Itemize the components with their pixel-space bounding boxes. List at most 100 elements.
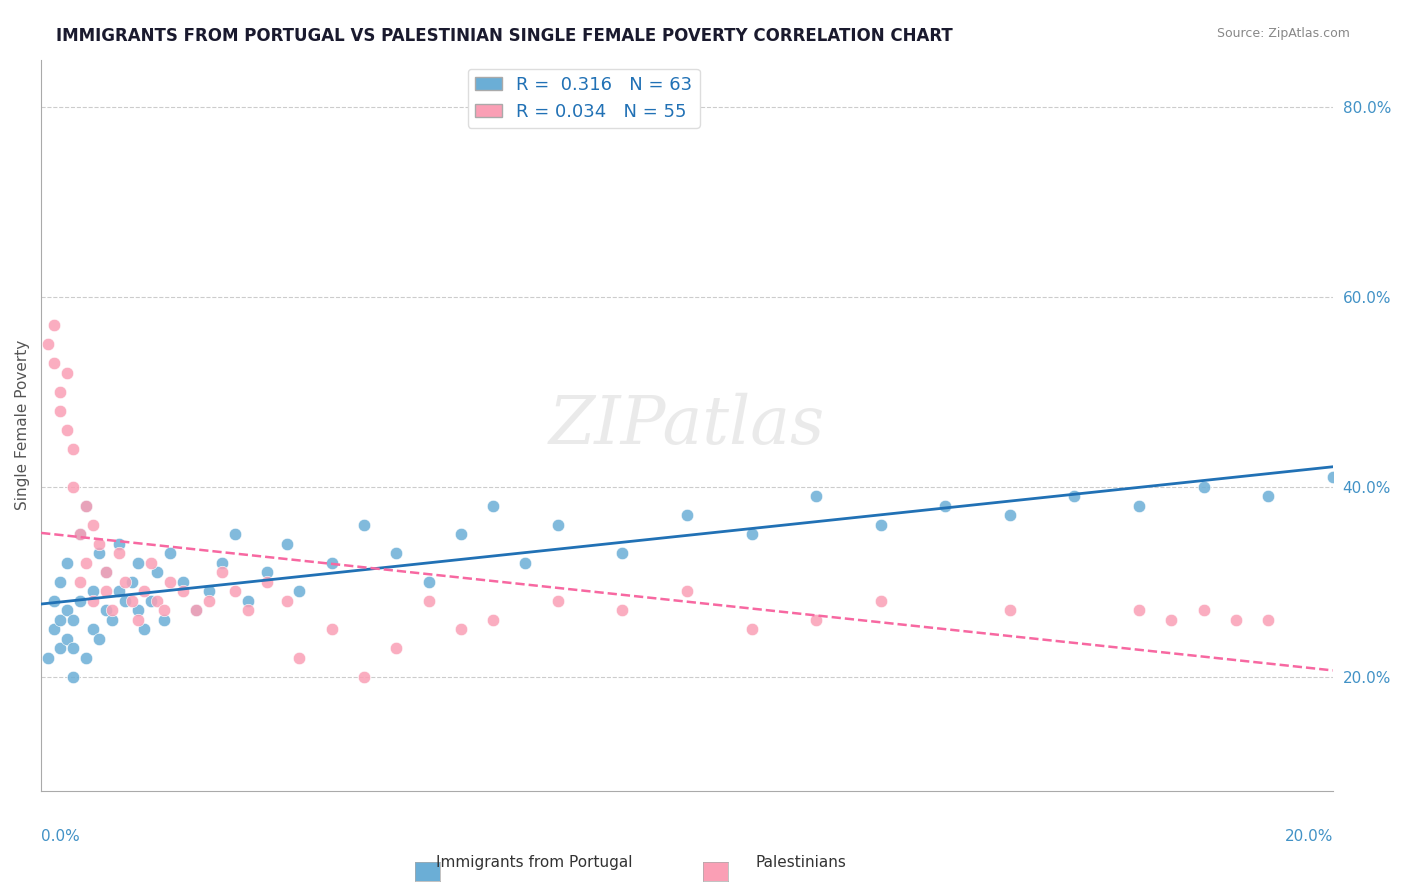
Point — [211, 566, 233, 580]
Point — [1192, 603, 1215, 617]
Point — [114, 574, 136, 589]
Point — [107, 537, 129, 551]
Point — [42, 622, 65, 636]
Point — [418, 574, 440, 589]
Point — [288, 650, 311, 665]
Point — [75, 499, 97, 513]
Point — [612, 603, 634, 617]
Point — [56, 423, 79, 437]
Point — [49, 404, 72, 418]
Point — [256, 566, 278, 580]
Point — [94, 566, 117, 580]
Point — [69, 593, 91, 607]
Point — [49, 574, 72, 589]
Point — [184, 603, 207, 617]
Text: 20.0%: 20.0% — [1285, 829, 1333, 844]
Point — [127, 613, 149, 627]
Point — [676, 584, 699, 599]
Point — [42, 593, 65, 607]
Point — [139, 556, 162, 570]
Point — [1063, 489, 1085, 503]
Point — [612, 546, 634, 560]
Point — [127, 603, 149, 617]
Point — [49, 641, 72, 656]
Point — [482, 613, 505, 627]
Point — [1322, 470, 1344, 484]
Point — [1257, 613, 1279, 627]
Point — [321, 622, 343, 636]
Point — [353, 670, 375, 684]
Point — [114, 593, 136, 607]
Point — [1192, 480, 1215, 494]
Point — [139, 593, 162, 607]
Point — [56, 556, 79, 570]
Point — [184, 603, 207, 617]
Point — [869, 517, 891, 532]
Point — [75, 499, 97, 513]
Point — [224, 584, 246, 599]
Point — [418, 593, 440, 607]
Point — [804, 489, 827, 503]
Point — [1128, 499, 1150, 513]
Point — [321, 556, 343, 570]
Text: IMMIGRANTS FROM PORTUGAL VS PALESTINIAN SINGLE FEMALE POVERTY CORRELATION CHART: IMMIGRANTS FROM PORTUGAL VS PALESTINIAN … — [56, 27, 953, 45]
Point — [450, 622, 472, 636]
Point — [146, 593, 169, 607]
Point — [276, 593, 298, 607]
Point — [75, 556, 97, 570]
Point — [134, 584, 156, 599]
Point — [101, 613, 124, 627]
Point — [276, 537, 298, 551]
Point — [741, 622, 763, 636]
Point — [94, 584, 117, 599]
Point — [94, 566, 117, 580]
Point — [1160, 613, 1182, 627]
Point — [547, 517, 569, 532]
Point — [56, 632, 79, 646]
Point — [385, 641, 408, 656]
Point — [1128, 603, 1150, 617]
Text: ZIPatlas: ZIPatlas — [548, 392, 825, 458]
Point — [49, 384, 72, 399]
Point — [159, 574, 181, 589]
Point — [62, 670, 84, 684]
Point — [153, 603, 176, 617]
Point — [69, 527, 91, 541]
Point — [236, 603, 259, 617]
Point — [198, 584, 221, 599]
Point — [146, 566, 169, 580]
Point — [107, 584, 129, 599]
Point — [482, 499, 505, 513]
Point — [69, 527, 91, 541]
Point — [741, 527, 763, 541]
Point — [353, 517, 375, 532]
Point — [121, 574, 143, 589]
Point — [82, 517, 104, 532]
Point — [89, 546, 111, 560]
Point — [134, 622, 156, 636]
Point — [224, 527, 246, 541]
Point — [450, 527, 472, 541]
Y-axis label: Single Female Poverty: Single Female Poverty — [15, 340, 30, 510]
Point — [804, 613, 827, 627]
Text: Palestinians: Palestinians — [756, 855, 846, 870]
Point — [89, 537, 111, 551]
Point — [172, 574, 194, 589]
Text: Immigrants from Portugal: Immigrants from Portugal — [436, 855, 633, 870]
Point — [62, 442, 84, 456]
Point — [56, 603, 79, 617]
Point — [198, 593, 221, 607]
Point — [82, 622, 104, 636]
Point — [101, 603, 124, 617]
Point — [37, 337, 59, 351]
Point — [82, 593, 104, 607]
Point — [869, 593, 891, 607]
Point — [42, 318, 65, 333]
Point — [256, 574, 278, 589]
Point — [69, 574, 91, 589]
Point — [934, 499, 956, 513]
Legend: R =  0.316   N = 63, R = 0.034   N = 55: R = 0.316 N = 63, R = 0.034 N = 55 — [468, 69, 700, 128]
Point — [998, 508, 1021, 523]
Point — [75, 650, 97, 665]
Point — [89, 632, 111, 646]
